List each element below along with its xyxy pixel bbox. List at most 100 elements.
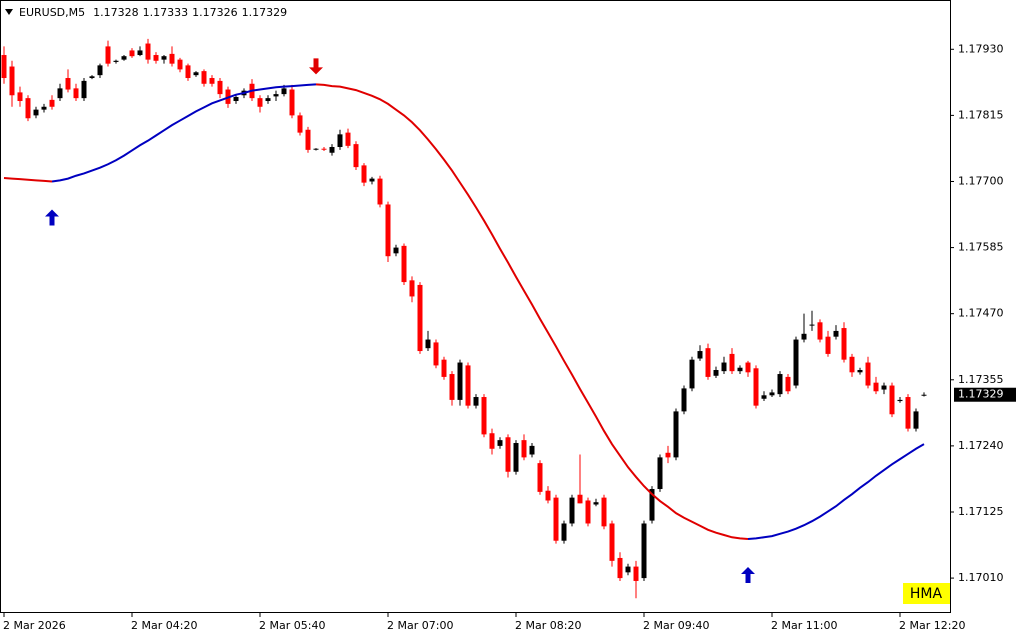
candle-body	[41, 106, 47, 110]
y-tick-label: 1.17930	[958, 42, 1004, 55]
candle-body	[385, 204, 391, 257]
candle-body	[881, 385, 887, 390]
candle-body	[361, 165, 367, 183]
candle-body	[153, 55, 159, 61]
price-label-box	[954, 387, 1016, 402]
menu-triangle[interactable]	[5, 9, 13, 15]
candle-body	[97, 65, 103, 76]
candle-body	[817, 322, 823, 340]
candle-body	[369, 178, 375, 182]
candle-body	[553, 497, 559, 541]
candle-body	[273, 94, 279, 97]
candle-body	[665, 452, 671, 458]
candle-body	[257, 98, 263, 107]
candle-body	[497, 440, 503, 446]
y-tick-label: 1.17355	[958, 373, 1004, 386]
candle-body	[649, 488, 655, 521]
candle-body	[265, 98, 271, 102]
candle-body	[577, 494, 583, 504]
candle-body	[825, 336, 831, 354]
candle-body	[25, 98, 31, 119]
candle-body	[521, 440, 527, 458]
candle-body	[865, 362, 871, 386]
x-tick-label: 2 Mar 12:20	[899, 619, 965, 632]
candle-body	[505, 437, 511, 472]
candle-body	[129, 50, 135, 57]
candle-body	[49, 99, 55, 107]
candle-body	[289, 89, 295, 116]
candle-body	[425, 339, 431, 349]
candle-body	[705, 348, 711, 377]
candle-body	[537, 463, 543, 492]
hma-line	[747, 443, 925, 540]
candle-body	[673, 411, 679, 458]
candle-body	[609, 523, 615, 561]
candle-body	[849, 356, 855, 373]
candle-body	[1, 55, 7, 79]
candle-body	[745, 362, 751, 373]
candle-body	[473, 397, 479, 406]
candle-body	[281, 88, 287, 95]
hma-line	[51, 83, 317, 183]
candle-body	[353, 144, 359, 168]
candle-body	[729, 353, 735, 372]
x-tick-label: 2 Mar 08:20	[515, 619, 581, 632]
axes: 1.17010 1.17125 1.17240 1.17355 1.17470 1.175…	[3, 42, 1016, 632]
candle-body	[9, 66, 15, 96]
candle-body	[209, 78, 215, 84]
candle-body	[913, 411, 919, 429]
candle-body	[329, 146, 335, 153]
y-tick-label: 1.17815	[958, 108, 1004, 121]
plot-area	[1, 38, 927, 599]
header-close: 1.17329	[242, 6, 288, 19]
candle-body	[905, 397, 911, 429]
candle-body	[617, 557, 623, 579]
y-tick-label: 1.17700	[958, 174, 1004, 187]
candle-body	[513, 443, 519, 472]
candle-body	[889, 385, 895, 415]
candle-body	[409, 280, 415, 297]
candle-body	[769, 392, 775, 396]
hma-line	[3, 177, 53, 183]
candle-body	[753, 368, 759, 406]
candle-body	[809, 324, 815, 326]
candle-body	[377, 178, 383, 205]
candle-body	[601, 497, 607, 527]
candle-body	[305, 129, 311, 150]
candle-body	[737, 367, 743, 372]
header-low: 1.17326	[192, 6, 238, 19]
candle-body	[793, 339, 799, 386]
candle-body	[657, 457, 663, 489]
candle-body	[593, 502, 599, 505]
candle-body	[857, 370, 863, 373]
candle-body	[529, 445, 535, 455]
candle-body	[217, 80, 223, 95]
candle-body	[417, 284, 423, 352]
candle-body	[169, 53, 175, 64]
candle-body	[177, 59, 183, 70]
candle-body	[457, 362, 463, 400]
candle-body	[585, 500, 591, 524]
candle-body	[689, 359, 695, 389]
candle-body	[761, 395, 767, 399]
plot-frame	[0, 0, 951, 613]
candle-body	[33, 109, 39, 116]
candle-body	[105, 46, 111, 64]
candle-body	[697, 351, 703, 359]
candle-body	[641, 523, 647, 579]
candle-body	[841, 328, 847, 360]
y-tick-label: 1.17240	[958, 439, 1004, 452]
candle-body	[393, 247, 399, 254]
candle-body	[921, 394, 927, 396]
candle-body	[721, 362, 727, 372]
x-tick-label: 2 Mar 09:40	[643, 619, 709, 632]
hma-line	[315, 83, 749, 540]
candle-body	[465, 365, 471, 406]
chart-header: EURUSD,M5 1.17328 1.17333 1.17326 1.17329	[19, 6, 287, 19]
candle-body	[897, 399, 903, 402]
candle-body	[337, 134, 343, 147]
x-tick-label: 2 Mar 11:00	[771, 619, 837, 632]
candle-body	[401, 245, 407, 283]
